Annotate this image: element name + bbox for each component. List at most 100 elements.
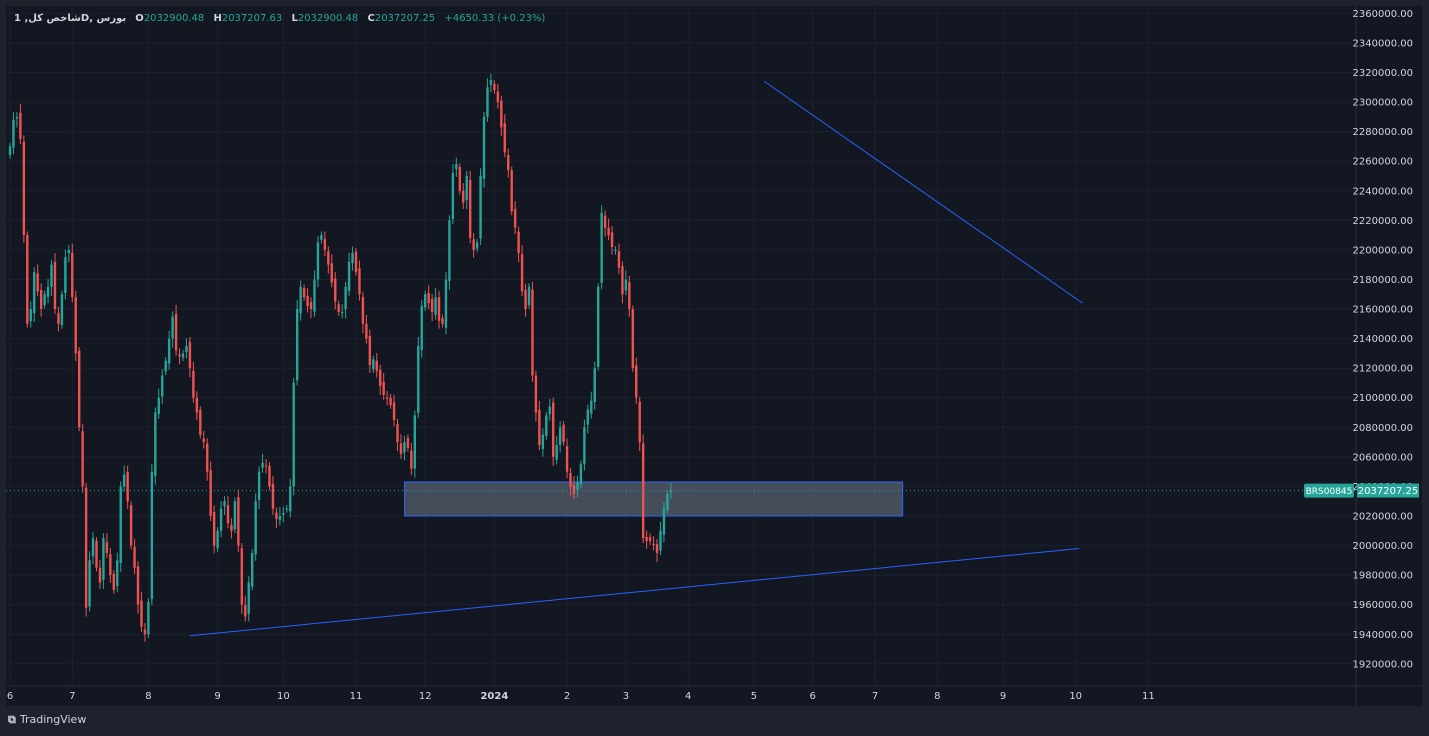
- candle-body[interactable]: [621, 266, 624, 295]
- candle-body[interactable]: [448, 220, 451, 281]
- candle-body[interactable]: [46, 286, 50, 297]
- candle-body[interactable]: [334, 278, 337, 302]
- candle-body[interactable]: [78, 350, 81, 428]
- candle-body[interactable]: [302, 288, 306, 298]
- candle-body[interactable]: [555, 445, 558, 460]
- candle-body[interactable]: [167, 338, 171, 364]
- candle-body[interactable]: [109, 554, 112, 576]
- candle-body[interactable]: [572, 485, 576, 494]
- candle-body[interactable]: [292, 382, 295, 487]
- candle-body[interactable]: [233, 501, 237, 530]
- candle-body[interactable]: [282, 513, 285, 515]
- candle-body[interactable]: [161, 375, 164, 397]
- candle-body[interactable]: [112, 573, 115, 590]
- trendline-resistance[interactable]: [763, 80, 1083, 304]
- candle-body[interactable]: [462, 190, 465, 203]
- candle-body[interactable]: [365, 323, 368, 339]
- candle-body[interactable]: [306, 295, 309, 307]
- candle-body[interactable]: [434, 297, 437, 315]
- candle-body[interactable]: [548, 406, 551, 415]
- candle-body[interactable]: [496, 91, 500, 103]
- candle-body[interactable]: [237, 497, 240, 546]
- candle-body[interactable]: [493, 83, 496, 91]
- candle-body[interactable]: [583, 427, 586, 465]
- candle-body[interactable]: [417, 346, 420, 413]
- candle-body[interactable]: [503, 123, 506, 153]
- candle-body[interactable]: [199, 409, 202, 435]
- candle-body[interactable]: [396, 423, 399, 443]
- candle-body[interactable]: [119, 486, 122, 564]
- candle-body[interactable]: [586, 409, 590, 425]
- candle-body[interactable]: [136, 566, 140, 605]
- symbol-title[interactable]: شاخص کل, 1D, بورس: [14, 13, 127, 24]
- candle-body[interactable]: [192, 370, 195, 398]
- candle-body[interactable]: [475, 242, 479, 249]
- candle-body[interactable]: [275, 512, 278, 519]
- candle-body[interactable]: [666, 493, 669, 510]
- candle-body[interactable]: [340, 312, 344, 313]
- candle-body[interactable]: [57, 313, 60, 324]
- candle-body[interactable]: [129, 505, 133, 546]
- candle-body[interactable]: [257, 471, 261, 500]
- candle-body[interactable]: [264, 465, 268, 467]
- candle-body[interactable]: [403, 442, 406, 453]
- candle-body[interactable]: [510, 170, 513, 212]
- candle-body[interactable]: [489, 79, 493, 85]
- candle-body[interactable]: [558, 427, 562, 446]
- candle-body[interactable]: [240, 548, 244, 605]
- candle-body[interactable]: [659, 530, 662, 551]
- candle-body[interactable]: [420, 306, 423, 350]
- candle-body[interactable]: [427, 292, 430, 304]
- candle-body[interactable]: [648, 537, 652, 542]
- candle-body[interactable]: [188, 342, 192, 369]
- candle-body[interactable]: [320, 235, 323, 240]
- candle-body[interactable]: [614, 249, 617, 251]
- candle-body[interactable]: [289, 486, 292, 512]
- candle-body[interactable]: [458, 166, 461, 191]
- candle-body[interactable]: [524, 289, 527, 310]
- candle-body[interactable]: [413, 415, 417, 469]
- candle-body[interactable]: [212, 512, 216, 546]
- candle-body[interactable]: [251, 552, 254, 587]
- candle-body[interactable]: [299, 286, 302, 314]
- candle-body[interactable]: [206, 443, 209, 472]
- candle-body[interactable]: [185, 346, 188, 353]
- candle-body[interactable]: [389, 397, 392, 406]
- candle-body[interactable]: [624, 279, 628, 291]
- candle-body[interactable]: [669, 490, 673, 493]
- candle-body[interactable]: [600, 212, 603, 283]
- candle-body[interactable]: [652, 543, 655, 545]
- candle-body[interactable]: [278, 516, 282, 521]
- candle-body[interactable]: [590, 400, 593, 414]
- candle-body[interactable]: [527, 286, 531, 306]
- candle-body[interactable]: [399, 443, 403, 454]
- candle-body[interactable]: [268, 465, 271, 487]
- candle-body[interactable]: [244, 604, 247, 617]
- candle-body[interactable]: [569, 472, 572, 487]
- candle-body[interactable]: [538, 409, 541, 446]
- candle-body[interactable]: [451, 173, 455, 220]
- candle-body[interactable]: [507, 155, 510, 171]
- candle-body[interactable]: [392, 402, 396, 420]
- candle-body[interactable]: [552, 402, 555, 457]
- candle-body[interactable]: [105, 542, 109, 553]
- candle-body[interactable]: [181, 353, 185, 358]
- candle-body[interactable]: [313, 279, 316, 312]
- candle-body[interactable]: [468, 179, 472, 239]
- candle-body[interactable]: [157, 397, 160, 414]
- candle-body[interactable]: [126, 471, 129, 502]
- tradingview-logo[interactable]: ⧉ TradingView: [8, 713, 86, 727]
- candle-body[interactable]: [347, 261, 351, 291]
- candle-body[interactable]: [385, 397, 389, 399]
- candle-body[interactable]: [576, 482, 579, 490]
- candle-body[interactable]: [33, 272, 36, 314]
- candle-body[interactable]: [98, 567, 102, 583]
- candle-body[interactable]: [12, 119, 15, 148]
- candle-body[interactable]: [344, 286, 347, 310]
- candle-body[interactable]: [327, 251, 330, 265]
- candle-body[interactable]: [641, 443, 645, 539]
- candle-body[interactable]: [379, 369, 382, 386]
- candle-body[interactable]: [635, 365, 638, 398]
- candle-body[interactable]: [8, 146, 12, 156]
- candle-body[interactable]: [95, 540, 98, 568]
